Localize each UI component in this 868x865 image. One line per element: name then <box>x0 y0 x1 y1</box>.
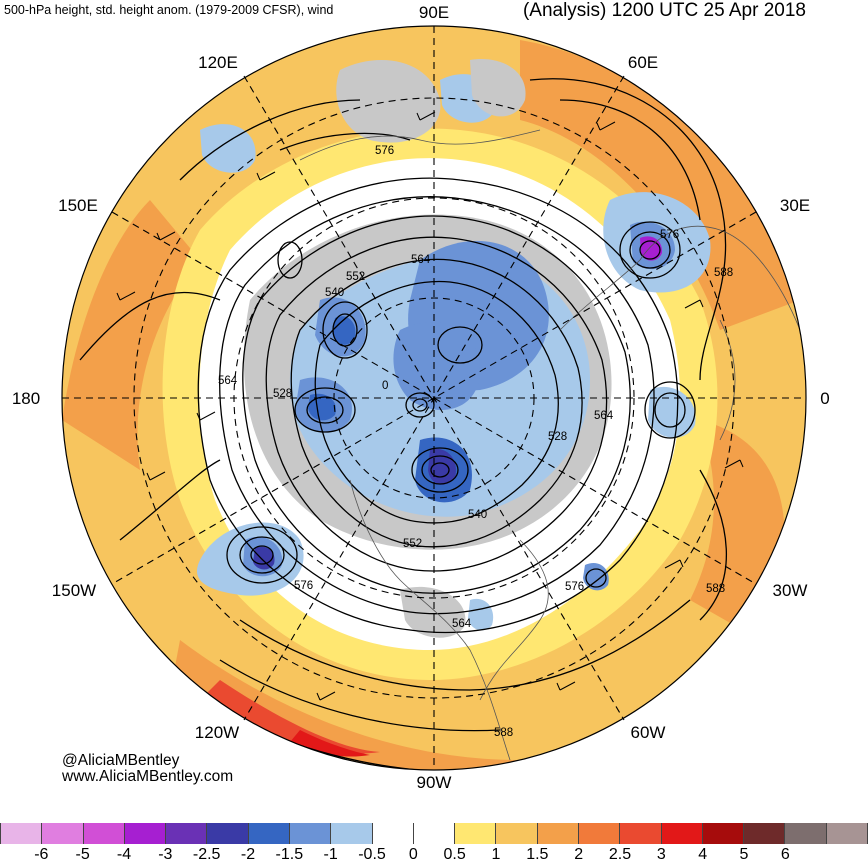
colorbar-swatch <box>166 823 208 844</box>
lon-label-150e: 150E <box>58 196 98 215</box>
contour-label: 0 <box>382 380 388 392</box>
colorbar-swatch <box>331 823 373 844</box>
colorbar-label: -0.5 <box>358 846 386 863</box>
colorbar-label: -3 <box>158 846 173 863</box>
contour-label: 540 <box>468 509 487 521</box>
colorbar-label: -1.5 <box>275 846 304 863</box>
colorbar-swatch <box>124 823 167 844</box>
colorbar-swatch <box>413 823 456 844</box>
colorbar-swatch <box>620 823 662 844</box>
contour-label: 528 <box>548 431 567 443</box>
longitude-labels: 90E 60E 30E 0 30W 60W 90W 120W 150W 180 … <box>12 3 830 792</box>
contour-label: 564 <box>452 618 472 630</box>
lon-label-180: 180 <box>12 389 40 408</box>
colorbar-swatch <box>83 823 125 844</box>
colorbar-swatch <box>207 823 249 844</box>
contour-label: 588 <box>494 727 513 739</box>
colorbar-swatch <box>455 823 497 844</box>
colorbar-label: 6 <box>780 846 790 863</box>
lon-label-120w: 120W <box>195 723 239 742</box>
lon-label-90w: 90W <box>417 773 452 792</box>
colorbar-swatch <box>744 823 786 844</box>
colorbar-swatch <box>248 823 290 844</box>
colorbar-label: 4 <box>698 846 708 863</box>
credit-website: www.AliciaMBentley.com <box>62 768 234 785</box>
contour-label: 588 <box>706 583 725 595</box>
contour-label: 564 <box>411 254 431 266</box>
map-title-right: (Analysis) 1200 UTC 25 Apr 2018 <box>522 0 806 21</box>
lon-label-30w: 30W <box>773 581 808 600</box>
colorbar-swatch <box>537 823 579 844</box>
contour-label: 576 <box>565 581 584 593</box>
colorbar-label: -5 <box>75 846 90 863</box>
colorbar-swatch <box>289 823 332 844</box>
contour-label: 540 <box>325 287 344 299</box>
credit-handle: @AliciaMBentley <box>62 752 180 769</box>
colorbar-label: 0 <box>408 846 418 863</box>
wind-barbs <box>116 111 744 701</box>
colorbar-swatch <box>826 823 868 844</box>
colorbar-swatch <box>702 823 745 844</box>
contour-label: 552 <box>346 271 365 283</box>
colorbar-label: 1 <box>491 846 501 863</box>
colorbar-swatch <box>0 823 43 844</box>
contour-label: 576 <box>294 580 313 592</box>
colorbar-swatch <box>372 823 414 844</box>
colorbar-label: -4 <box>116 846 132 863</box>
colorbar-label: 1.5 <box>526 846 549 863</box>
colorbar-label: -2 <box>240 846 256 863</box>
colorbar-label: 0.5 <box>443 846 466 863</box>
colorbar-label: 2.5 <box>608 846 632 863</box>
contour-label: 528 <box>273 388 292 400</box>
colorbar-label: 2 <box>574 846 584 863</box>
polar-stereographic-map: 576 576 564 552 540 564 528 0 564 528 54… <box>12 3 830 792</box>
colorbar-label: 5 <box>739 846 749 863</box>
colorbar-label: -6 <box>34 846 49 863</box>
colorbar-label: -1 <box>323 846 338 863</box>
map-title-left: 500-hPa height, std. height anom. (1979-… <box>4 3 334 17</box>
contour-label: 552 <box>403 538 422 550</box>
colorbar-label: 3 <box>656 846 666 863</box>
contour-labels: 576 576 564 552 540 564 528 0 564 528 54… <box>218 145 733 739</box>
colorbar-swatch <box>578 823 621 844</box>
contour-label: 564 <box>218 375 238 387</box>
contour-label: 564 <box>594 410 614 422</box>
colorbar-label: -2.5 <box>192 846 221 863</box>
contour-label: 576 <box>375 145 394 157</box>
colorbar-swatch <box>496 823 538 844</box>
graticule <box>62 26 806 770</box>
lon-label-120e: 120E <box>198 53 238 72</box>
colorbar-swatch <box>42 823 84 844</box>
lon-label-0: 0 <box>820 389 829 408</box>
contour-label: 576 <box>660 229 679 241</box>
anomaly-colorbar <box>0 823 868 844</box>
lon-label-30e: 30E <box>780 196 810 215</box>
lon-label-60w: 60W <box>631 723 666 742</box>
lon-label-60e: 60E <box>628 53 658 72</box>
lon-label-150w: 150W <box>52 581 96 600</box>
contour-label: 588 <box>714 267 733 279</box>
colorbar-labels: -6 -5 -4 -3 -2.5 -2 -1.5 -1 -0.5 0 0.5 1 1.5 2 2.5 3 4 5 6 <box>0 846 868 864</box>
colorbar-swatch <box>785 823 827 844</box>
lon-label-90e: 90E <box>419 3 449 22</box>
colorbar-swatch <box>661 823 703 844</box>
map-border <box>61 25 807 771</box>
height-contours <box>79 78 727 770</box>
